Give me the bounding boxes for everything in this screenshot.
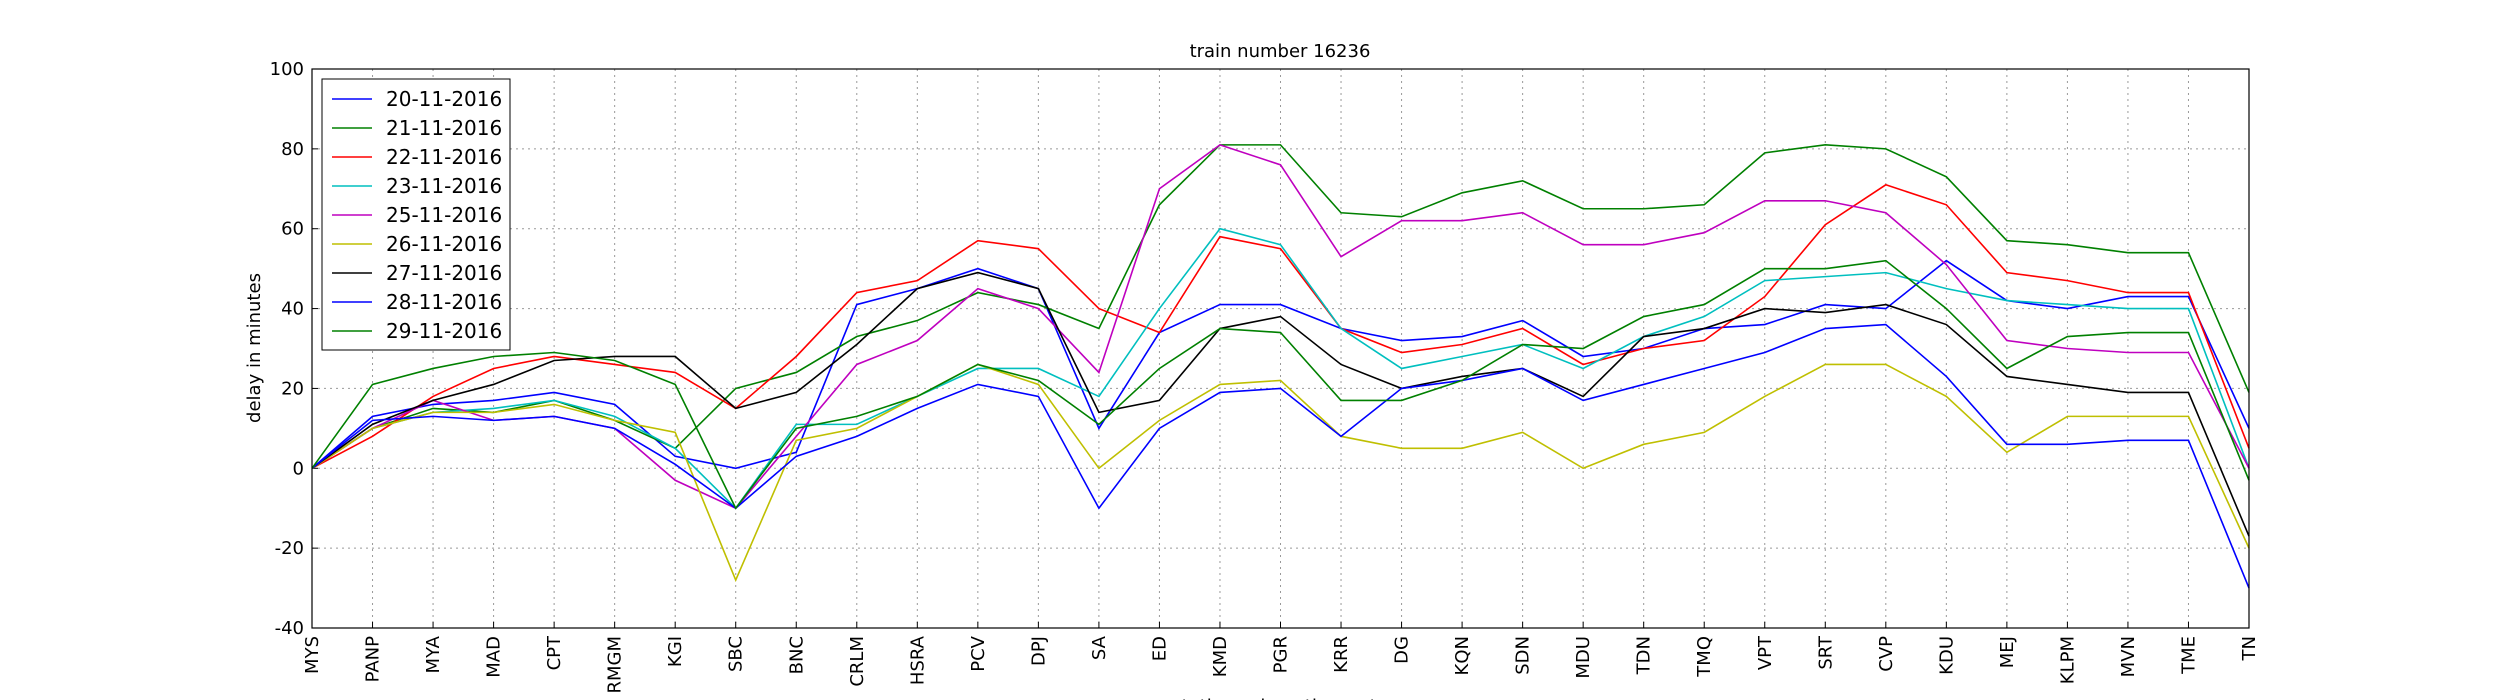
- x-tick-label: PANP: [363, 636, 384, 682]
- x-tick-label: KLPM: [2057, 636, 2078, 684]
- x-tick-label: MDU: [1573, 636, 1594, 679]
- x-tick-label: MVN: [2118, 636, 2139, 677]
- x-tick-label: MYS: [302, 636, 323, 674]
- series-line: [311, 143, 2250, 510]
- x-tick-label: VPT: [1755, 635, 1776, 670]
- series-line: [311, 259, 2250, 470]
- series-line: [311, 259, 2250, 510]
- series-line: [311, 227, 2250, 510]
- legend-label: 20-11-2016: [386, 87, 502, 111]
- x-tick-label: PCV: [968, 635, 989, 671]
- x-tick-label: MEJ: [1997, 636, 2018, 668]
- x-tick-label: CRLM: [847, 636, 868, 687]
- x-tick-label: RMGM: [605, 636, 626, 694]
- x-tick-label: KDU: [1936, 636, 1957, 675]
- y-tick-label: 100: [270, 59, 304, 80]
- legend: 20-11-2016 21-11-2016 22-11-2016 23-11-2016…: [321, 78, 511, 351]
- x-tick-label: KRR: [1331, 636, 1352, 673]
- series-line: [311, 271, 2250, 537]
- x-tick-label: DG: [1392, 636, 1413, 664]
- x-tick-label: TDN: [1634, 636, 1655, 675]
- y-tick-label: 20: [281, 378, 304, 399]
- y-tick-label: 60: [281, 219, 304, 240]
- legend-label: 29-11-2016: [386, 319, 502, 343]
- legend-label: 25-11-2016: [386, 203, 502, 227]
- x-tick-label: MYA: [423, 635, 444, 673]
- x-tick-label: KQN: [1452, 636, 1473, 675]
- series-line: [311, 323, 2250, 589]
- x-axis-label: stations along the route: [1172, 696, 1387, 700]
- x-tick-label: ED: [1149, 636, 1170, 661]
- x-tick-label: TN: [2239, 636, 2260, 661]
- x-tick-label: CVP: [1876, 636, 1897, 672]
- y-tick-label: 0: [293, 458, 304, 479]
- plot-frame: [311, 68, 2250, 629]
- x-tick-label: SDN: [1513, 636, 1534, 675]
- y-tick-label: 80: [281, 139, 304, 160]
- legend-label: 27-11-2016: [386, 261, 502, 285]
- legend-label: 28-11-2016: [386, 290, 502, 314]
- x-tick-label: MAD: [484, 636, 505, 678]
- series-line: [311, 363, 2250, 583]
- x-tick-label: SRT: [1815, 635, 1836, 670]
- y-tick-label: -20: [275, 538, 304, 559]
- x-tick-label: PGR: [1271, 636, 1292, 673]
- x-tick-label: KGI: [665, 636, 686, 667]
- y-tick-label: 40: [281, 299, 304, 320]
- legend-label: 26-11-2016: [386, 232, 502, 256]
- legend-label: 22-11-2016: [386, 145, 502, 169]
- x-tick-label: CPT: [544, 635, 565, 670]
- y-tick-label: -40: [275, 618, 304, 639]
- legend-label: 21-11-2016: [386, 116, 502, 140]
- x-tick-label: SA: [1089, 635, 1110, 660]
- legend-label: 23-11-2016: [386, 174, 502, 198]
- series-line: [311, 183, 2250, 469]
- x-tick-label: KMD: [1210, 636, 1231, 677]
- series-line: [311, 144, 2250, 469]
- x-tick-label: HSRA: [907, 635, 928, 685]
- x-tick-label: TMQ: [1694, 636, 1715, 678]
- chart-title: train number 16236: [1190, 41, 1371, 62]
- y-axis-label: delay in minutes: [244, 273, 265, 423]
- x-tick-label: TME: [2178, 636, 2199, 675]
- x-tick-label: DPJ: [1028, 636, 1049, 666]
- x-tick-label: SBC: [726, 636, 747, 672]
- x-tick-label: BNC: [786, 636, 807, 674]
